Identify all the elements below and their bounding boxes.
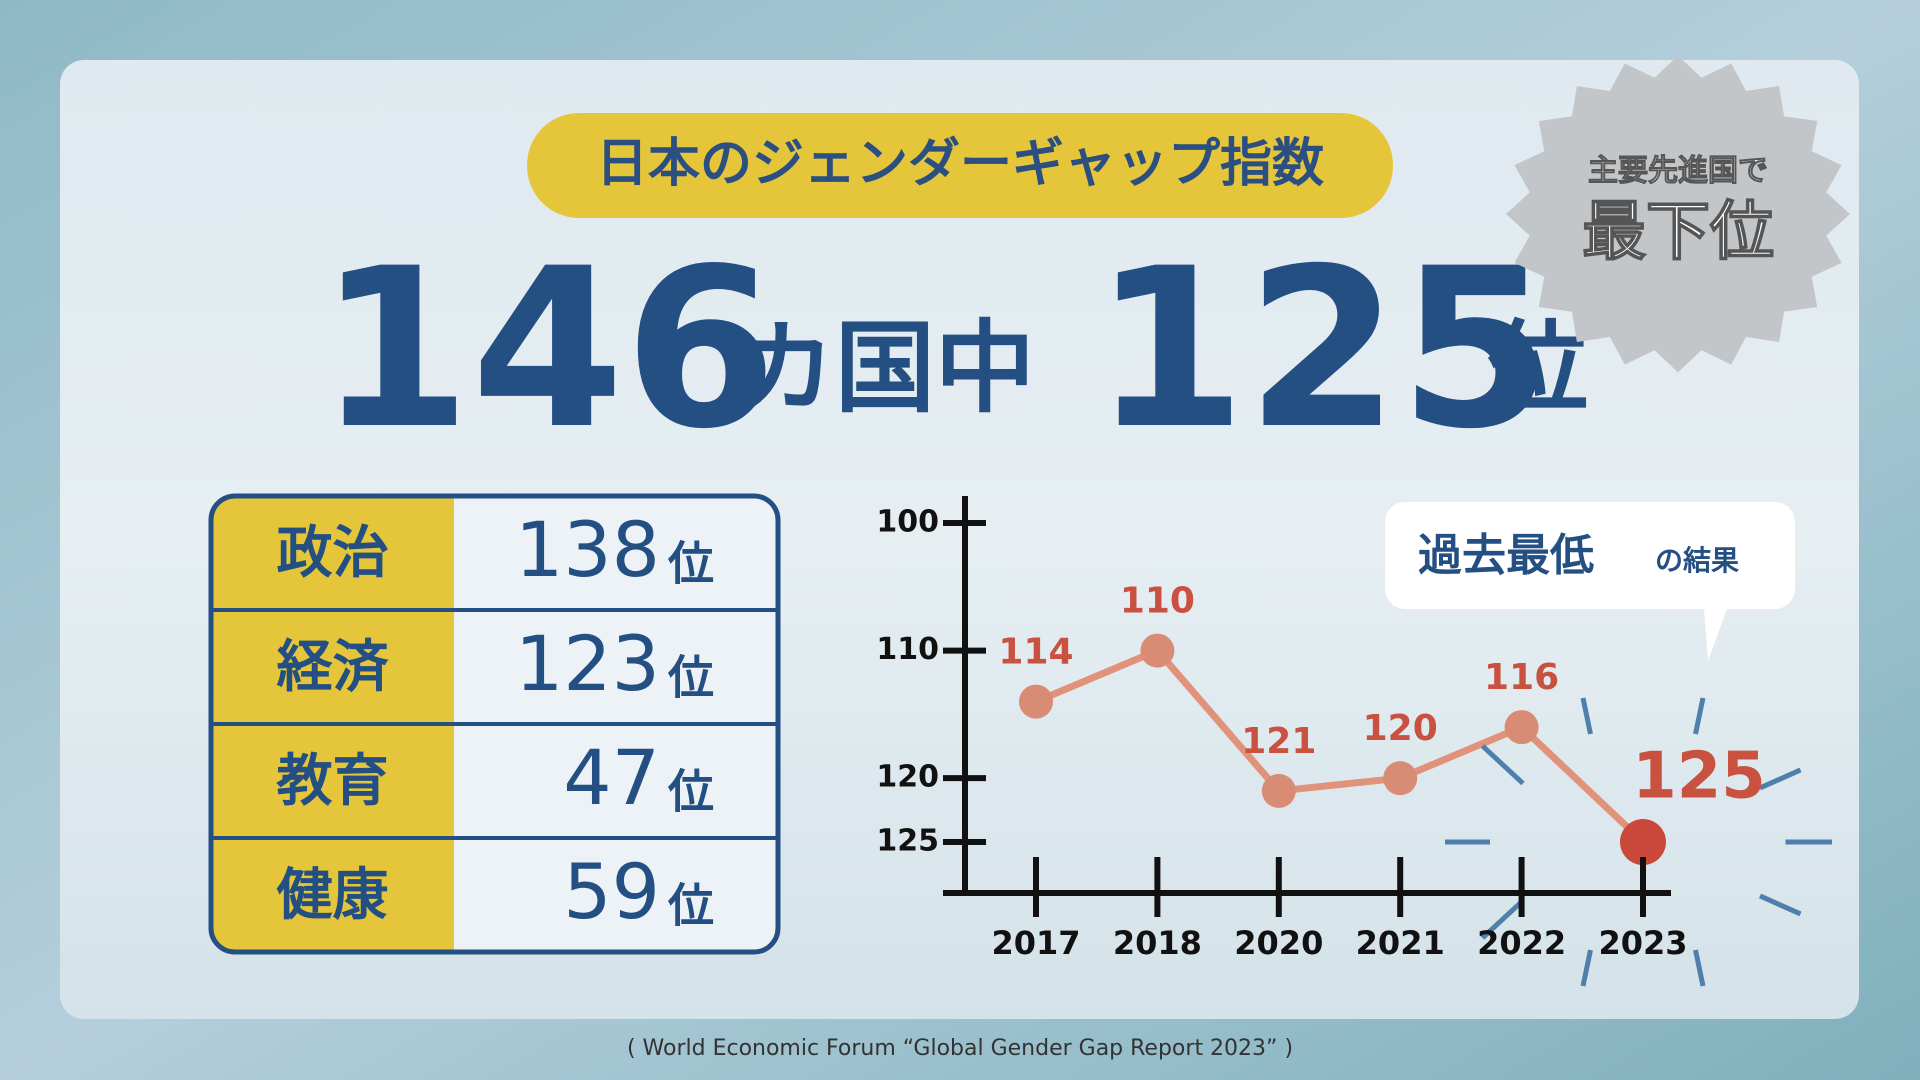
- y-tick-label: 125: [876, 823, 939, 858]
- x-tick-label: 2020: [1234, 924, 1323, 962]
- headline-total-unit: カ国中: [735, 309, 1035, 426]
- value-label: 110: [1120, 581, 1195, 622]
- y-tick-label: 120: [876, 760, 939, 795]
- value-label: 120: [1363, 708, 1438, 749]
- x-tick-label: 2018: [1113, 924, 1202, 962]
- highlight-point: [1620, 818, 1666, 865]
- line: [1034, 647, 1646, 845]
- burst-line: [1580, 697, 1593, 735]
- row-rank-unit: 位: [667, 765, 714, 819]
- badge-burst: [1506, 55, 1850, 373]
- y-tick-label: 110: [876, 632, 939, 667]
- burst-line: [1758, 767, 1802, 791]
- row-label: 経済: [277, 635, 390, 700]
- title: 日本のジェンダーギャップ指数: [596, 134, 1324, 194]
- x-tick-label: 2023: [1598, 924, 1687, 962]
- badge-line1: 主要先進国で: [1588, 154, 1768, 189]
- row-label: 健康: [277, 863, 389, 928]
- row-rank-unit: 位: [667, 537, 714, 591]
- burst-line: [1580, 949, 1593, 987]
- row-label: 政治: [277, 521, 389, 586]
- badge-line2: 最下位: [1582, 196, 1774, 270]
- headline: 146 カ国中 125 位: [318, 221, 1588, 477]
- row-rank: 123: [515, 619, 660, 708]
- row-rank-unit: 位: [667, 879, 714, 933]
- burst-line: [1480, 898, 1525, 940]
- rank-table: 政治 138 位経済 123 位教育 47 位健康 59 位: [208, 493, 781, 955]
- highlight-label: 125: [1632, 740, 1766, 814]
- row-rank: 59: [563, 847, 660, 936]
- burst-line: [1758, 893, 1802, 917]
- burst-line: [1480, 744, 1525, 786]
- point: [1019, 684, 1053, 719]
- callout-main: 過去最低: [1418, 530, 1594, 581]
- headline-total: 146: [318, 221, 777, 477]
- table-border: [208, 493, 781, 955]
- x-tick-label: 2022: [1477, 924, 1566, 962]
- burst-line: [1693, 697, 1706, 735]
- row-rank: 47: [563, 733, 660, 822]
- callout-bubble: [1385, 502, 1795, 661]
- row-rank: 138: [515, 505, 660, 594]
- x-tick-label: 2017: [991, 924, 1080, 962]
- source: ( World Economic Forum “Global Gender Ga…: [627, 1036, 1293, 1061]
- line-chart: 100 110 120 125 114 2017 110 2018 121 2020 120 2021…: [876, 496, 1832, 987]
- point: [1383, 761, 1418, 796]
- point: [1140, 633, 1175, 668]
- headline-rank: 125: [1093, 221, 1552, 477]
- x-tick-label: 2021: [1356, 924, 1445, 962]
- callout: 過去最低 の結果: [1385, 502, 1795, 661]
- y-tick-label: 100: [876, 505, 939, 540]
- callout-sub: の結果: [1655, 544, 1739, 577]
- value-label: 114: [998, 632, 1073, 673]
- badge: 主要先進国で 最下位: [1506, 55, 1850, 373]
- row-label: 教育: [276, 749, 389, 814]
- value-label: 116: [1484, 657, 1559, 698]
- headline-rank-unit: 位: [1487, 309, 1588, 426]
- point: [1504, 710, 1539, 745]
- point: [1261, 773, 1296, 808]
- value-label: 121: [1241, 721, 1316, 762]
- title-pill: [527, 113, 1393, 218]
- burst-line: [1693, 949, 1706, 987]
- row-rank-unit: 位: [667, 651, 714, 705]
